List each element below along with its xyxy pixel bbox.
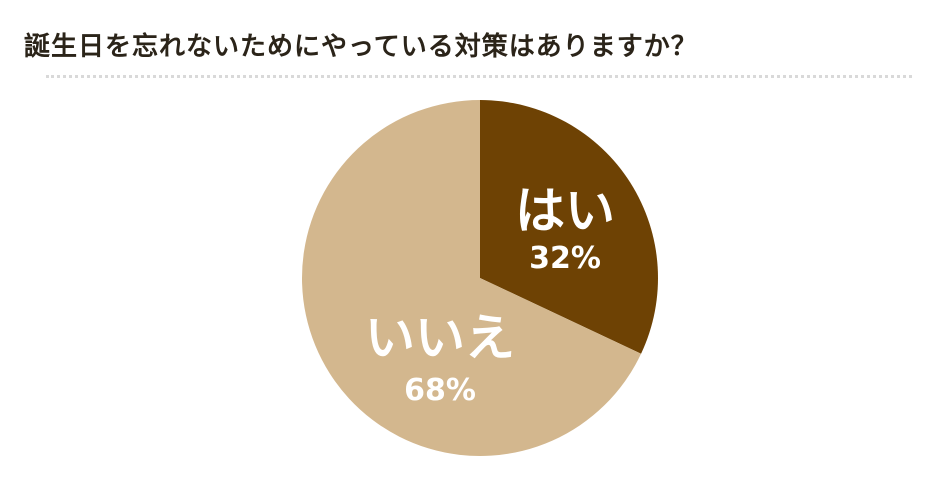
title-divider xyxy=(46,75,912,78)
pie-slice-1 xyxy=(301,100,642,456)
pie-labels: はい 32% いいえ 68% xyxy=(365,182,615,408)
pie-slice-0 xyxy=(480,100,658,354)
slice-value-iie: 68% xyxy=(404,373,476,408)
slice-value-hai: 32% xyxy=(529,241,601,276)
chart-title: 誕生日を忘れないためにやっている対策はありますか？ xyxy=(24,32,698,62)
pie-slices xyxy=(301,100,658,456)
slice-label-iie: いいえ xyxy=(365,309,515,367)
slice-label-hai: はい xyxy=(515,182,615,240)
